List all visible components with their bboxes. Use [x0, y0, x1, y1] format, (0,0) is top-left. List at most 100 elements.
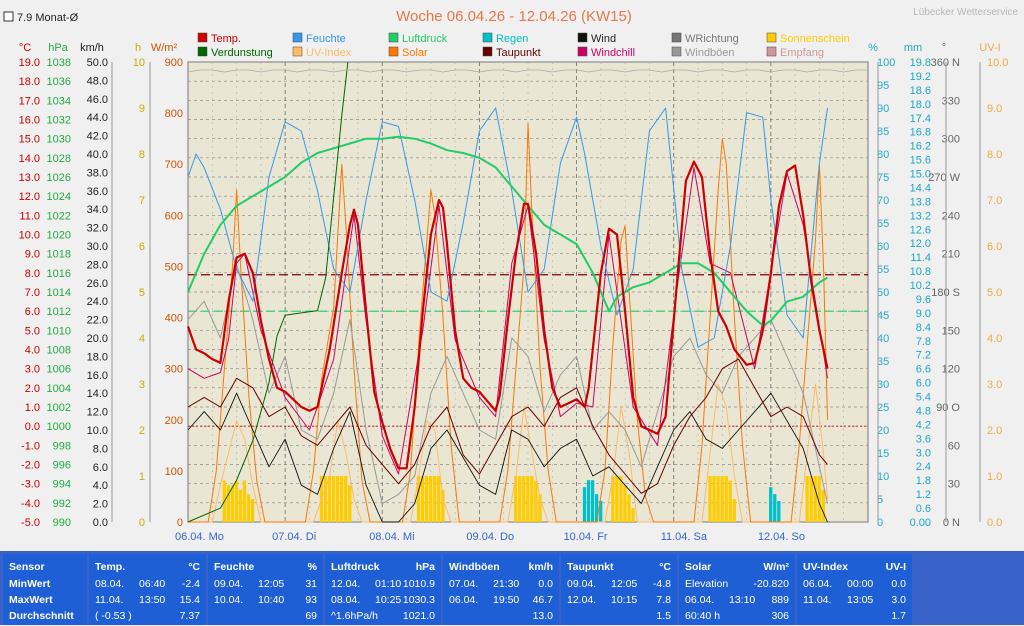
tick-solar: 500 — [165, 261, 183, 273]
tick-pressure: 1012 — [47, 306, 71, 318]
stats-panel-1: Temp. °C 08.04. 06:40 -2.4 11.04. 13:50 15.4 ( -… — [89, 554, 206, 625]
tick-rain: 16.2 — [910, 141, 931, 153]
tick-direction: 270 W — [928, 172, 960, 184]
stats-cell: 13.0 — [532, 610, 553, 622]
sunshine-bar — [514, 476, 518, 522]
legend-swatch — [388, 32, 399, 43]
tick-temp: -4.0 — [21, 498, 40, 510]
stats-cell: 08.04. — [95, 578, 125, 590]
stats-panel-3: Luftdruck hPa 12.04. 01:10 1010.9 08.04. 10:25… — [325, 554, 441, 625]
stats-cell: 06.04. — [685, 594, 715, 606]
stats-cell: Durchschnitt — [9, 610, 74, 622]
stats-cell: 60:40 h — [685, 610, 721, 622]
series-line-taupunkt — [187, 358, 828, 494]
stats-panel-unit: °C — [188, 561, 200, 573]
tick-sun: 10 — [133, 57, 145, 69]
tick-wind: 30.0 — [87, 241, 108, 253]
stats-cell: 1.5 — [656, 610, 671, 622]
tick-humidity: 75 — [877, 172, 889, 184]
month-average-toggle[interactable]: 7.9 Monat-Ø — [3, 11, 79, 24]
sunshine-bar — [348, 485, 352, 522]
sunshine-bar — [615, 476, 619, 522]
rain-bar — [769, 487, 773, 522]
tick-temp: 12.0 — [19, 191, 40, 203]
legend-label: UV-Index — [306, 47, 352, 59]
axis-unit-humidity: % — [868, 42, 878, 54]
tick-humidity: 50 — [877, 287, 889, 299]
sunshine-bar — [805, 476, 809, 522]
tick-temp: 11.0 — [19, 210, 40, 222]
stats-panel-2: Feuchte% 09.04. 12:05 31 10.04. 10:40 93 69 — [208, 554, 323, 625]
sunshine-bar — [712, 476, 716, 522]
stats-bar: Sensor MinWert MaxWert Durchschnitt Temp. °C 0… — [0, 551, 1024, 625]
tick-temp: 1.0 — [25, 402, 40, 414]
stats-row: 09.04. 12:05 31 — [214, 578, 317, 594]
tick-rain: 9.6 — [916, 294, 931, 306]
tick-sun: 2 — [139, 425, 145, 437]
tick-pressure: 1036 — [47, 76, 71, 88]
tick-uv: 7.0 — [987, 195, 1002, 207]
tick-wind: 42.0 — [87, 131, 108, 143]
tick-pressure: 1018 — [47, 249, 71, 261]
rain-bar — [582, 487, 587, 522]
tick-humidity: 85 — [877, 126, 889, 138]
stats-row: 06.04. 19:50 46.7 — [449, 594, 553, 610]
tick-uv: 0.0 — [987, 517, 1002, 529]
tick-wind: 10.0 — [87, 425, 108, 437]
sunshine-bar — [724, 476, 728, 522]
tick-humidity: 65 — [877, 218, 889, 230]
legend-label: Windböen — [685, 47, 735, 59]
stats-row: 60:40 h 306 — [685, 610, 789, 626]
stats-row: ( -0.53 ) 7.37 — [95, 610, 200, 626]
legend-swatch — [671, 46, 682, 57]
tick-solar: 600 — [165, 210, 183, 222]
legend-swatch — [671, 32, 682, 43]
sunshine-bar — [327, 476, 332, 522]
stats-cell: 1.7 — [891, 610, 906, 622]
stats-panel-title: Taupunkt — [567, 561, 614, 573]
stats-panel-6: Solar W/m² Elevation -20.820 06.04. 13:10 889 6… — [679, 554, 795, 625]
sunshine-bar — [623, 485, 627, 522]
series-line-windben — [187, 263, 828, 505]
tick-rain: 12.0 — [910, 238, 931, 250]
tick-rain: 1.8 — [916, 475, 931, 487]
series-line-luftdruck — [187, 135, 829, 327]
month-average-checkbox[interactable] — [3, 11, 14, 22]
stats-row: 11.04. 13:50 15.4 — [95, 594, 200, 610]
tick-temp: 9.0 — [25, 249, 40, 261]
stats-row: 08.04. 06:40 -2.4 — [95, 578, 200, 594]
tick-humidity: 70 — [877, 195, 889, 207]
tick-wind: 14.0 — [87, 388, 108, 400]
tick-pressure: 1004 — [47, 383, 71, 395]
tick-rain: 14.4 — [910, 182, 931, 194]
stats-cell: -2.4 — [181, 578, 200, 590]
tick-rain: 15.6 — [910, 155, 931, 167]
tick-pressure: 1010 — [47, 325, 71, 337]
sunshine-bar — [437, 476, 441, 522]
legend-swatch — [577, 32, 588, 43]
tick-uv: 3.0 — [987, 379, 1002, 391]
tick-uv: 10.0 — [987, 57, 1008, 69]
tick-humidity: 30 — [877, 379, 889, 391]
stats-cell: ( -0.53 ) — [95, 610, 132, 622]
tick-humidity: 25 — [877, 402, 889, 414]
stats-row: 11.04. 13:05 3.0 — [803, 594, 906, 610]
legend-swatch — [766, 32, 777, 43]
tick-wind: 0.0 — [93, 517, 108, 529]
legend-swatch — [197, 32, 208, 43]
tick-pressure: 990 — [53, 517, 71, 529]
tick-direction: 360 N — [931, 57, 960, 69]
tick-rain: 4.8 — [916, 405, 931, 417]
stats-cell: 12:05 — [258, 578, 285, 590]
legend-label: WRichtung — [685, 33, 739, 45]
tick-humidity: 80 — [877, 149, 889, 161]
stats-cell: -4.8 — [652, 578, 671, 590]
sunshine-bar — [433, 476, 437, 522]
tick-pressure: 1022 — [47, 210, 71, 222]
tick-rain: 13.8 — [910, 196, 931, 208]
series-line-feuchte — [187, 107, 828, 348]
sunshine-bar — [611, 476, 615, 522]
tick-sun: 8 — [139, 149, 145, 161]
sunshine-bar — [821, 489, 825, 522]
tick-temp: 6.0 — [25, 306, 40, 318]
